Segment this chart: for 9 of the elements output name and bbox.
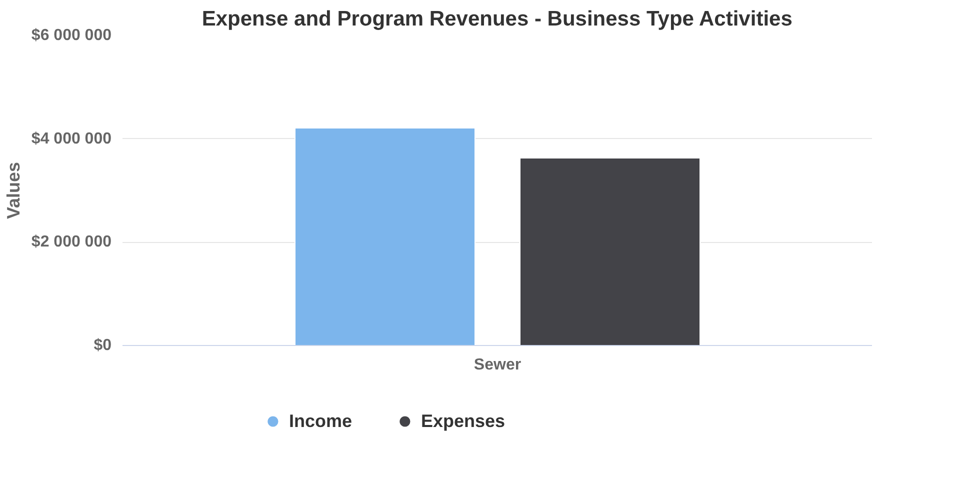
y-tick-label: $4 000 000 xyxy=(31,130,112,148)
legend-label: Expenses xyxy=(420,410,506,432)
y-axis-title: Values xyxy=(3,162,24,220)
y-tick-label: $0 xyxy=(94,337,112,354)
x-tick-label: Sewer xyxy=(474,356,522,374)
chart-title: Expense and Program Revenues - Business Type Activities xyxy=(202,8,792,30)
y-tick-label: $6 000 000 xyxy=(31,27,112,44)
y-tick-label: $2 000 000 xyxy=(31,234,112,251)
legend-label: Income xyxy=(288,410,352,432)
